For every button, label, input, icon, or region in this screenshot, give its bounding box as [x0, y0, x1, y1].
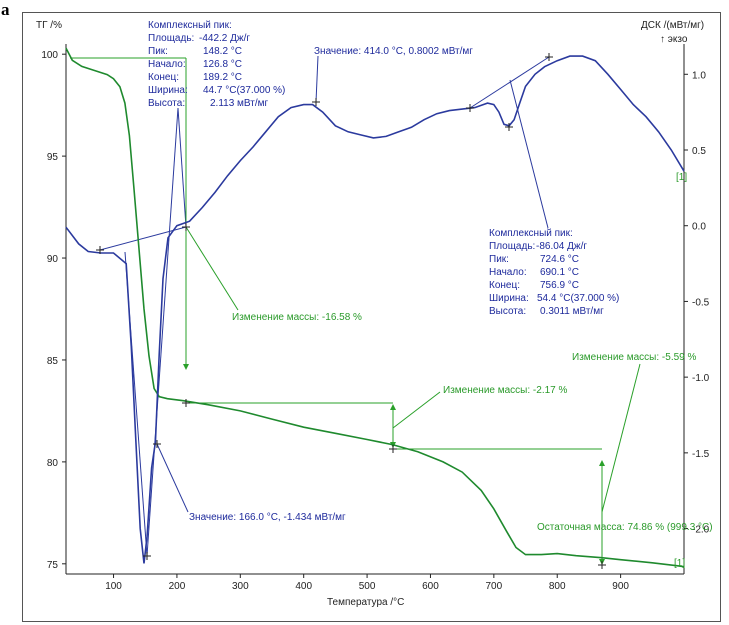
x-tick-label: 200 [169, 581, 186, 592]
y-right-axis-exo-note: ↑ экзо [660, 34, 688, 45]
peak2-row-value: -86.04 Дж/г [536, 241, 587, 252]
tg-arrow-1-head [183, 364, 189, 370]
curve-end-marker-dsc: [1] [676, 172, 687, 183]
y-right-axis-title: ДСК /(мВт/мг) [641, 20, 704, 31]
dsc-baseline-left [99, 226, 187, 251]
chart-axes [65, 44, 685, 575]
dsc-baseline-right [469, 56, 550, 109]
peak1-row-value: 126.8 °C [203, 59, 242, 70]
peak2-annotation: Комплексный пик: Площадь: -86.04 Дж/г Пи… [489, 228, 619, 317]
y-right-tick-label: -1.5 [692, 449, 710, 460]
peak2-row-value: 756.9 °C [540, 280, 579, 291]
y-right-tick-label: 0.5 [692, 146, 706, 157]
x-tick-label: 700 [486, 581, 503, 592]
peak2-row-label: Высота: [489, 306, 526, 317]
axis-ticks: 100 200 300 400 500 600 700 800 900 75 80 85 90 95 100… [41, 50, 709, 592]
peak2-row-value: 690.1 °C [540, 267, 579, 278]
point-markers [96, 53, 606, 569]
y-left-tick-label: 75 [47, 560, 59, 571]
y-right-tick-label: -0.5 [692, 297, 710, 308]
x-axis-title: Температура /°C [327, 597, 404, 608]
mass-change-2-label: Изменение массы: -2.17 % [443, 385, 567, 396]
peak2-row-label: Конец: [489, 280, 520, 291]
marker-dsc-end1 [182, 223, 190, 231]
marker-tg-3 [598, 561, 606, 569]
x-tick-label: 400 [295, 581, 312, 592]
peak2-row-label: Площадь: [489, 241, 535, 252]
tg-curve [65, 47, 685, 568]
marker-dsc-onset2 [466, 104, 474, 112]
figure-panel-label: a [1, 0, 10, 19]
dsc-curve [65, 55, 685, 564]
y-right-tick-label: 1.0 [692, 70, 706, 81]
y-left-tick-label: 95 [47, 152, 59, 163]
x-tick-label: 900 [612, 581, 629, 592]
y-left-axis-title: ТГ /% [36, 20, 62, 31]
x-tick-label: 500 [359, 581, 376, 592]
x-tick-label: 600 [422, 581, 439, 592]
y-left-tick-label: 85 [47, 356, 59, 367]
peak1-row-value: 189.2 °C [203, 72, 242, 83]
marker-dsc-end2 [545, 53, 553, 61]
peak1-title: Комплексный пик: [148, 20, 232, 31]
dsc-leader-value-top [315, 55, 319, 103]
marker-dsc-peak2 [505, 123, 513, 131]
peak1-annotation: Комплексный пик: Площадь: -442.2 Дж/г Пи… [148, 20, 285, 109]
peak1-row-label: Конец: [148, 72, 179, 83]
tg-leader-mass1 [185, 226, 239, 311]
tg-leader-mass2 [392, 391, 441, 429]
residual-mass-label: Остаточная масса: 74.86 % (999.3 °C) [537, 522, 713, 533]
peak1-row-label: Ширина: [148, 85, 188, 96]
peak1-row-value: 148.2 °C [203, 46, 242, 57]
x-tick-label: 800 [549, 581, 566, 592]
peak2-row-value: 0.3011 мВт/мг [540, 306, 604, 317]
peak2-row-value: 54.4 °C(37.000 %) [537, 293, 619, 304]
x-tick-label: 100 [105, 581, 122, 592]
y-right-tick-label: 0.0 [692, 222, 706, 233]
dsc-leader-value-bottom [156, 443, 189, 513]
peak2-row-label: Пик: [489, 254, 509, 265]
marker-tg-2 [389, 445, 397, 453]
y-left-tick-label: 90 [47, 254, 59, 265]
chart-frame [22, 12, 721, 622]
mass-change-1-label: Изменение массы: -16.58 % [232, 312, 362, 323]
value-annotation-top: Значение: 414.0 °C, 0.8002 мВт/мг [314, 46, 473, 57]
curve-end-marker-tg: [1] [674, 558, 685, 569]
y-left-tick-label: 80 [47, 458, 59, 469]
peak2-row-label: Начало: [489, 267, 527, 278]
peak2-title: Комплексный пик: [489, 228, 573, 239]
marker-dsc-onset [96, 246, 104, 254]
marker-tg-1 [182, 399, 190, 407]
peak1-row-value: 44.7 °C(37.000 %) [203, 85, 285, 96]
marker-dsc-414 [312, 98, 320, 106]
y-right-tick-label: -1.0 [692, 373, 710, 384]
dsc-leader-peak2 [509, 79, 549, 229]
peak1-row-label: Пик: [148, 46, 168, 57]
value-annotation-bottom: Значение: 166.0 °C, -1.434 мВт/мг [189, 512, 346, 523]
mass-change-3-label: Изменение массы: -5.59 % [572, 352, 696, 363]
annotation-lines [70, 55, 641, 565]
y-left-tick-label: 100 [41, 50, 58, 61]
peak1-row-value: 2.113 мВт/мг [210, 98, 269, 109]
peak2-row-value: 724.6 °C [540, 254, 579, 265]
dsc-leader-peak1b [177, 107, 187, 228]
marker-dsc-166 [153, 440, 161, 448]
peak2-row-label: Ширина: [489, 293, 529, 304]
marker-dsc-peak1 [143, 552, 151, 560]
tg-arrow-3-head-up [599, 460, 605, 466]
x-tick-label: 300 [232, 581, 249, 592]
peak1-row-label: Высота: [148, 98, 185, 109]
tg-leader-mass3 [601, 363, 641, 513]
dsc-leader-peak1 [146, 107, 179, 557]
peak1-row-value: -442.2 Дж/г [199, 33, 250, 44]
peak1-row-label: Площадь: [148, 33, 194, 44]
tg-arrow-2-head-up [390, 404, 396, 410]
y-right-tick-label: -2.0 [692, 525, 710, 536]
peak1-row-label: Начало: [148, 59, 186, 70]
